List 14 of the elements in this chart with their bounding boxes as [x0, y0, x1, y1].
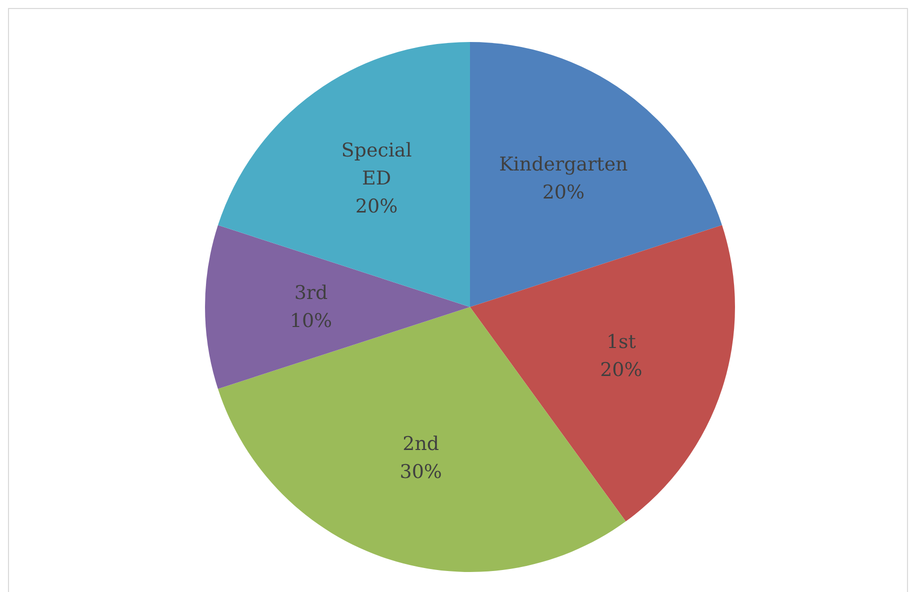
pie-slice	[470, 42, 722, 307]
slice-label: 1st	[606, 331, 636, 354]
data-label: 10%	[290, 310, 332, 332]
slice-label: Kindergarten	[499, 153, 628, 176]
data-label: 20%	[600, 359, 642, 382]
pie-slice	[218, 42, 470, 307]
data-label: 20%	[355, 195, 398, 218]
data-label: 20%	[542, 181, 585, 204]
data-label: 30%	[400, 461, 442, 484]
pie-slice	[206, 225, 470, 389]
slice-label: 2nd	[402, 433, 440, 456]
slice-label: Special ED	[341, 139, 412, 190]
slice-label: 3rd	[294, 282, 328, 304]
pie-slice	[470, 225, 734, 522]
